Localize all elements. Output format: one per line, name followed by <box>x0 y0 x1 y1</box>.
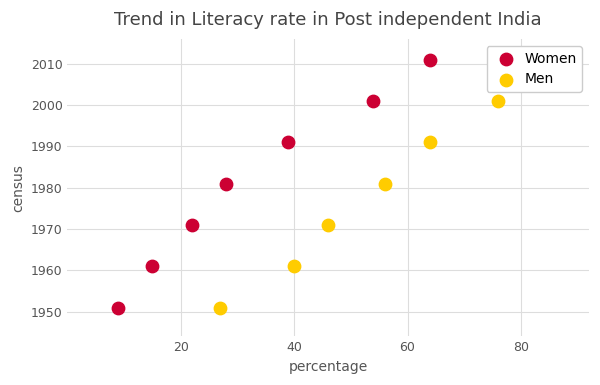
Men <box>215 305 225 311</box>
Men <box>380 181 389 187</box>
Women <box>148 263 157 270</box>
Y-axis label: census: census <box>11 164 25 212</box>
Men <box>289 263 299 270</box>
Men <box>527 57 537 63</box>
Men <box>493 98 503 104</box>
Women <box>113 305 123 311</box>
Legend: Women, Men: Women, Men <box>487 46 582 92</box>
Women <box>425 57 435 63</box>
Women <box>187 222 197 228</box>
Men <box>425 139 435 146</box>
X-axis label: percentage: percentage <box>289 360 368 374</box>
Women <box>284 139 293 146</box>
Women <box>221 181 231 187</box>
Men <box>323 222 333 228</box>
Title: Trend in Literacy rate in Post independent India: Trend in Literacy rate in Post independe… <box>115 11 542 29</box>
Women <box>368 98 378 104</box>
